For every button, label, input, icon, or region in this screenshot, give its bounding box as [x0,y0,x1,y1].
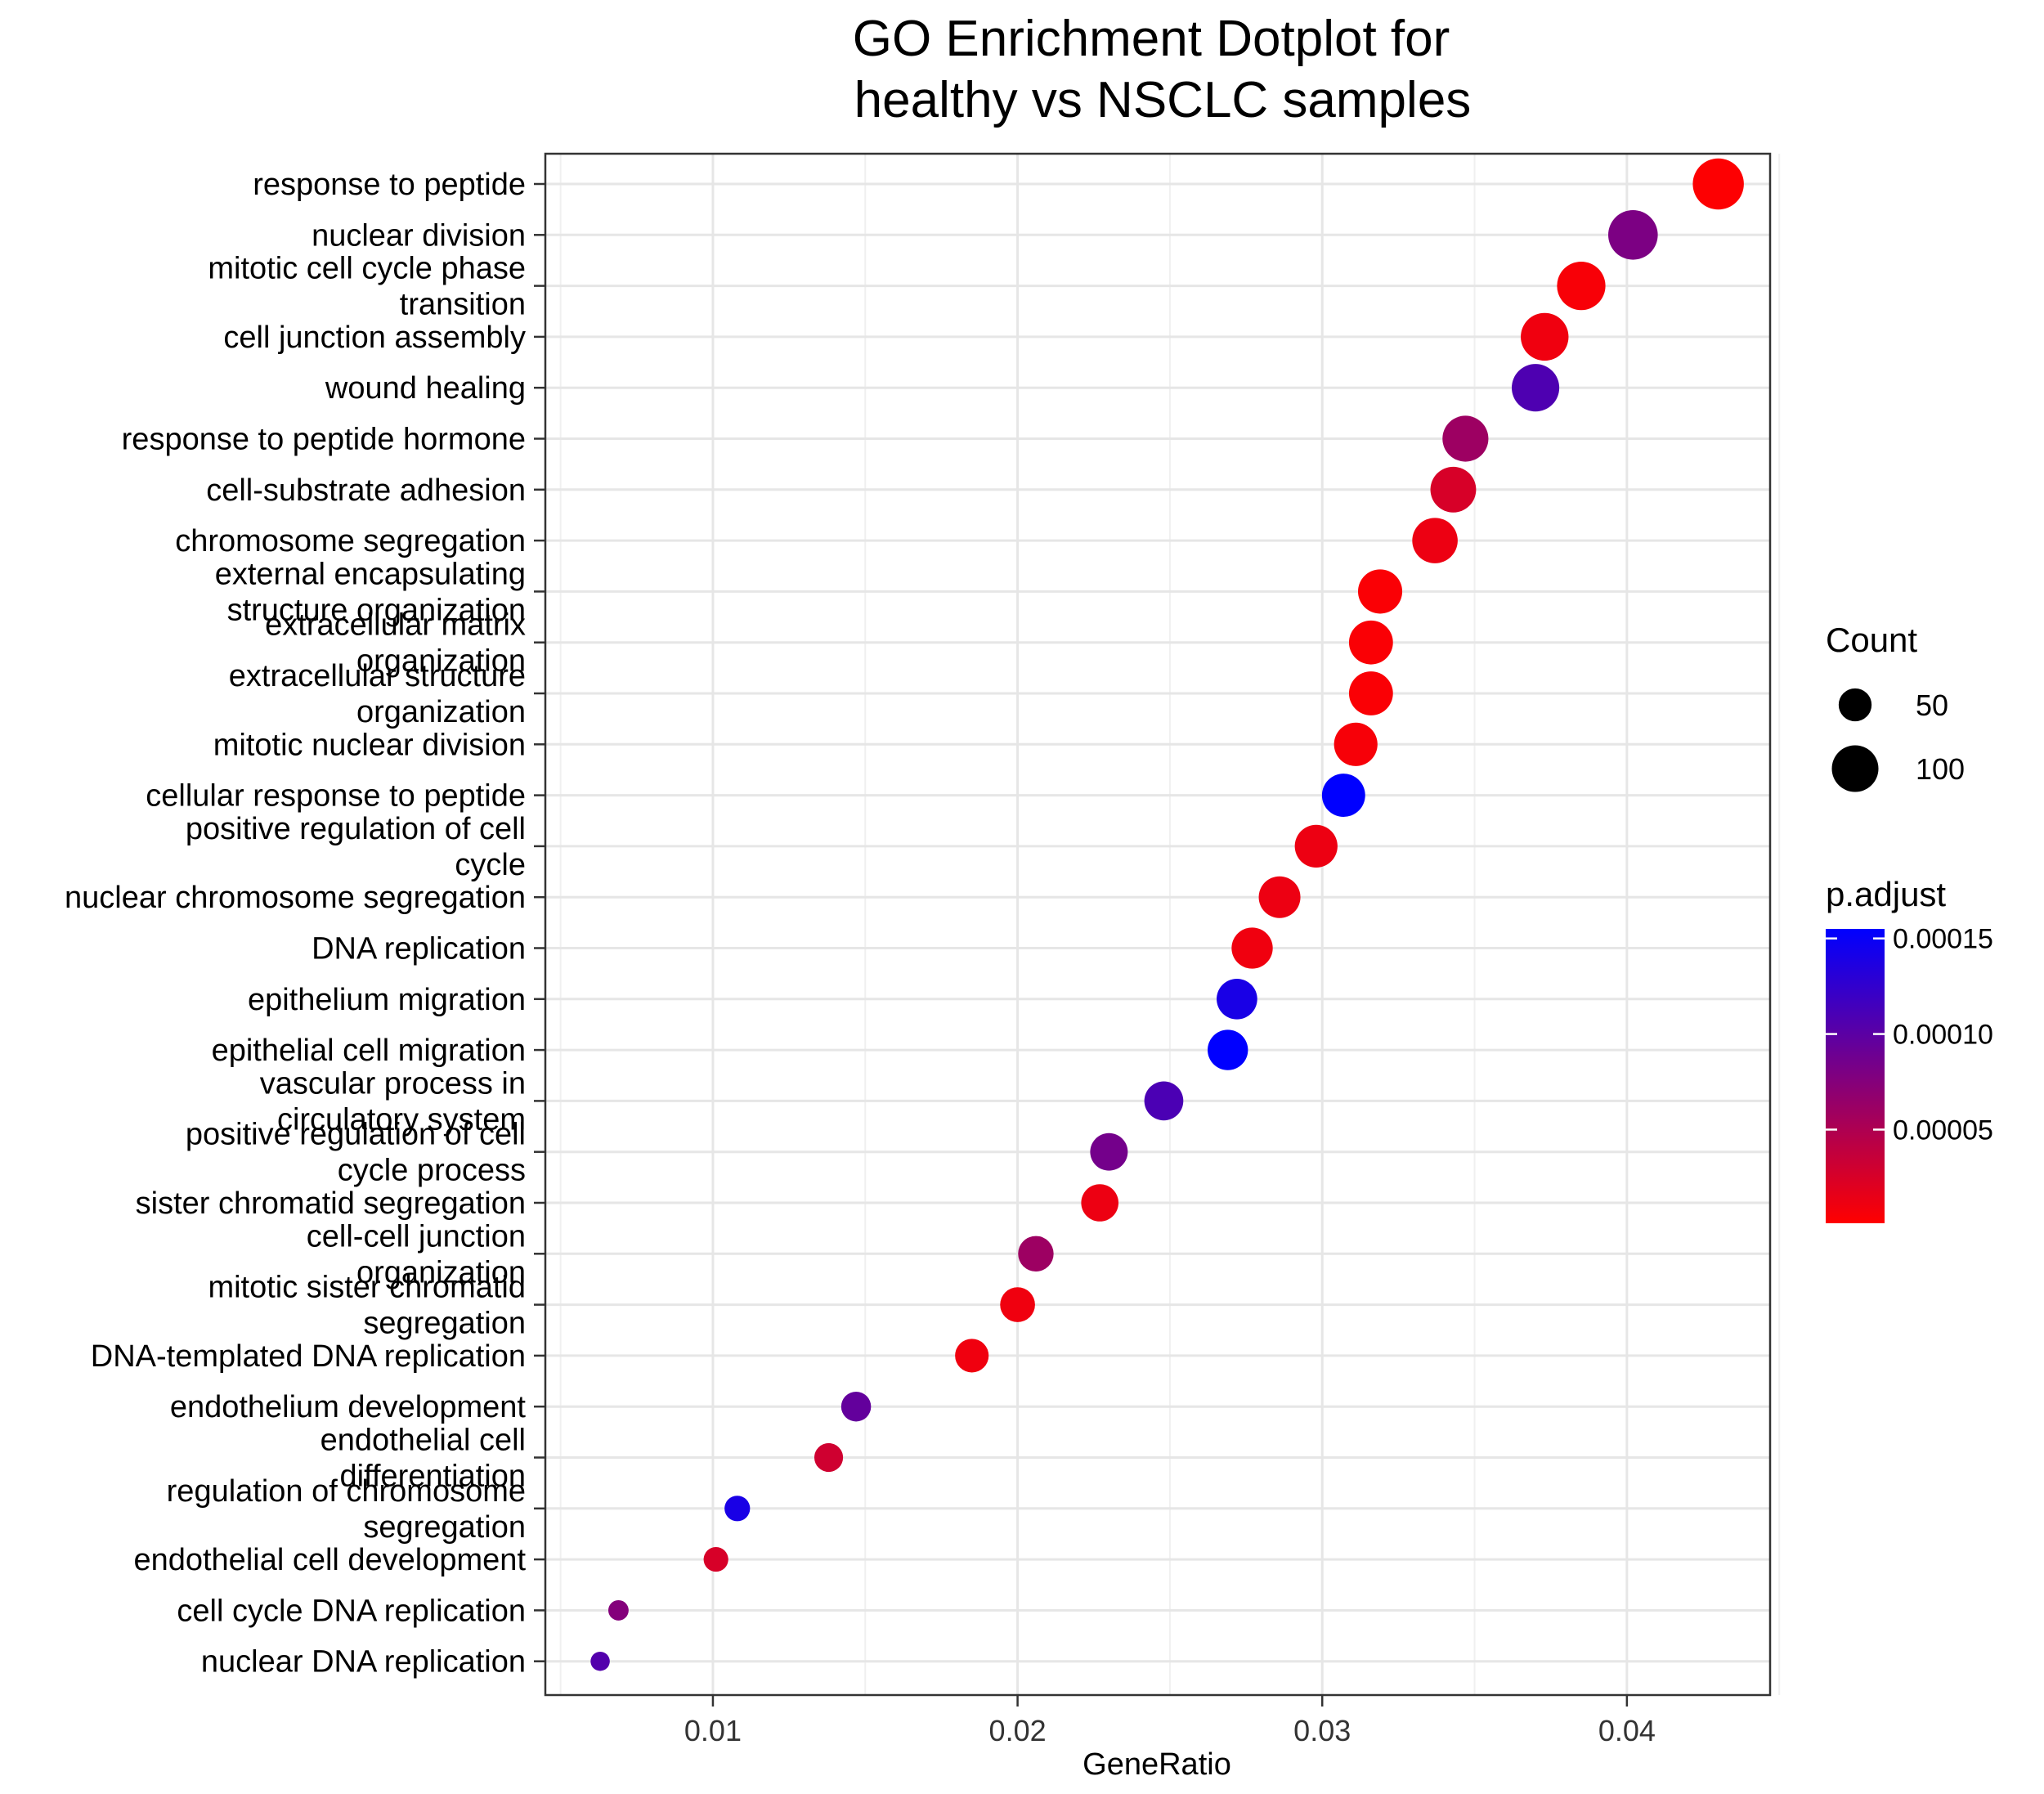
dot-point [1321,774,1365,818]
dot-point [1334,722,1378,766]
y-tick-label: nuclear chromosome segregation [65,881,526,915]
chart-title-line-1: GO Enrichment Dotplot for [853,11,1450,67]
count-legend: Count 50 100 [1826,621,1965,792]
y-tick-label: positive regulation of cell [186,812,526,846]
dot-point [1090,1132,1128,1171]
dot-point [1217,978,1257,1020]
dot-point [1442,415,1489,462]
y-tick-label: cellular response to peptide [146,779,526,814]
count-legend-title: Count [1826,621,1917,659]
y-tick-label: DNA replication [312,932,526,967]
dot-point [814,1442,844,1473]
y-tick-label: extracellular matrix [265,608,526,643]
y-tick-label: wound healing [325,371,526,406]
y-tick-label: mitotic nuclear division [213,728,526,762]
y-tick-label: cell-substrate adhesion [206,473,526,508]
p-adjust-colorbar [1826,929,1885,1223]
y-tick-label: endothelial cell development [133,1543,526,1577]
dot-point [703,1547,728,1572]
y-tick-label: epithelial cell migration [212,1034,526,1068]
dot-point [840,1391,872,1422]
data-points [590,158,1744,1671]
y-tick-label: cycle [455,848,526,882]
y-tick-label: epithelium migration [248,983,526,1017]
x-axis-ticks: 0.01 0.02 0.03 0.04 [684,1695,1656,1747]
grid-lines [545,154,1781,1695]
y-tick-label: vascular process in [260,1066,526,1101]
y-tick-label: circulatory system [277,1102,526,1137]
x-tick-label: 0.04 [1598,1714,1656,1747]
p-adjust-legend: p.adjust 0.00005 0.00010 0.00015 [1826,875,1993,1223]
plot-panel-border [544,152,1772,1697]
dot-point [1521,312,1569,361]
dot-point [1208,1029,1248,1070]
dot-point [1294,824,1338,868]
dot-point [1348,671,1393,715]
dot-point [1512,364,1560,412]
dot-point [1348,620,1393,665]
dot-point [724,1496,751,1522]
y-tick-label: chromosome segregation [175,524,526,558]
colorbar-tick-label: 0.00010 [1893,1020,1993,1051]
dot-point [1430,466,1477,513]
dot-point [1231,927,1273,969]
y-tick-label: organization [356,695,526,729]
x-tick-label: 0.02 [989,1714,1047,1747]
y-tick-label: cycle process [338,1154,526,1188]
y-tick-label: nuclear division [312,218,526,253]
dot-point [1144,1081,1184,1121]
dot-point [1692,158,1744,210]
count-legend-label: 50 [1916,688,1948,722]
y-tick-label: organization [356,1255,526,1289]
dot-point [955,1339,989,1373]
x-tick-label: 0.03 [1293,1714,1351,1747]
count-legend-label: 100 [1916,752,1965,786]
y-tick-label: cell-cell junction [307,1219,526,1254]
y-tick-label: sister chromatid segregation [136,1186,526,1221]
y-tick-label: mitotic cell cycle phase [208,252,526,286]
dot-point [1412,518,1458,563]
dot-point [1081,1184,1118,1222]
dot-point [1000,1287,1035,1322]
y-tick-label: extracellular structure [229,659,526,693]
colorbar-tick-label: 0.00005 [1893,1115,1993,1146]
y-tick-label: regulation of chromosome [167,1474,526,1509]
colorbar-tick-label: 0.00015 [1893,924,1993,955]
y-tick-label: mitotic sister chromatid [208,1271,526,1305]
x-tick-label: 0.01 [684,1714,742,1747]
y-tick-label: organization [356,644,526,679]
y-tick-label: nuclear DNA replication [201,1645,526,1680]
chart-title-line-2: healthy vs NSCLC samples [854,72,1472,128]
y-tick-label: response to peptide [253,168,526,202]
p-adjust-legend-title: p.adjust [1826,875,1946,913]
dot-point [1258,876,1301,918]
y-tick-label: cell cycle DNA replication [177,1594,526,1628]
dot-point [1608,210,1658,260]
dot-point [590,1651,610,1671]
count-legend-key [1838,688,1872,722]
dot-point [1357,569,1403,614]
y-tick-label: endothelial cell [320,1424,526,1458]
y-tick-label: cell junction assembly [223,321,526,355]
x-axis-title: GeneRatio [1083,1747,1231,1782]
count-legend-key [1831,745,1879,792]
dot-point [1018,1236,1054,1272]
dot-point [608,1599,629,1621]
y-tick-label: endothelium development [170,1390,527,1424]
y-tick-label: transition [400,288,526,322]
y-tick-label: response to peptide hormone [122,423,526,457]
y-tick-label: segregation [363,1510,526,1545]
y-tick-label: DNA-templated DNA replication [91,1339,526,1374]
dot-point [1557,261,1606,311]
y-tick-label: external encapsulating [215,557,526,591]
y-tick-label: segregation [363,1307,526,1341]
y-tick-label: differentiation [340,1460,526,1494]
y-tick-label: positive regulation of cell [186,1118,526,1152]
y-tick-label: structure organization [227,593,526,627]
